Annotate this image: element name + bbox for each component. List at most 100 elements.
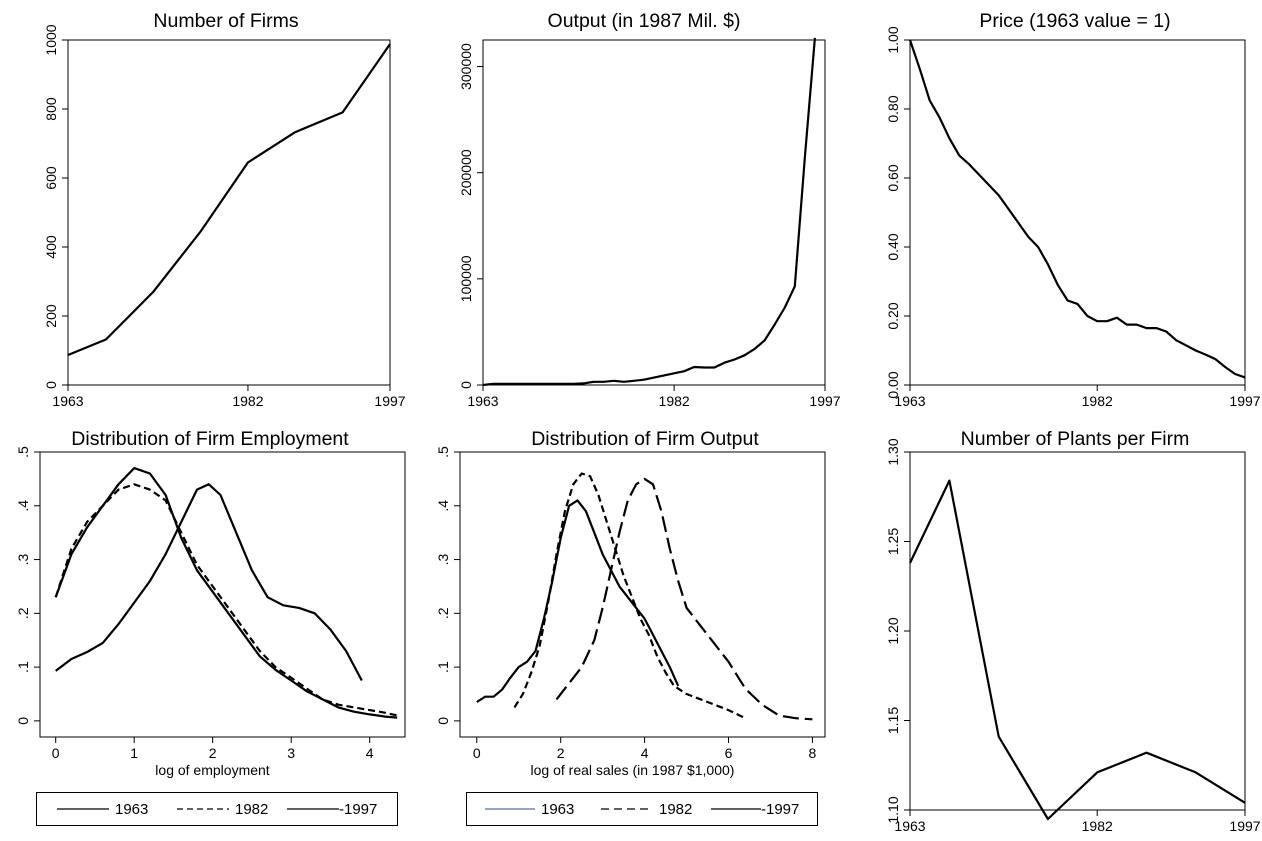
x-tick-label: 1963 [467, 393, 498, 409]
x-tick-label: 2 [557, 745, 565, 761]
chart-title-plants-per-firm: Number of Plants per Firm [960, 428, 1190, 450]
x-tick-label: 1982 [659, 393, 690, 409]
series-line-1997 [55, 483, 363, 682]
y-tick-label: 200 [43, 304, 59, 328]
y-tick-label: .2 [15, 607, 31, 619]
x-tick-label: 1963 [52, 393, 83, 409]
x-tick-label: 1963 [894, 393, 925, 409]
y-tick-label: 0 [458, 381, 474, 389]
y-tick-label: 0.00 [885, 371, 901, 398]
x-tick-label: 1982 [232, 393, 263, 409]
legend-label-1963: 1963 [541, 801, 574, 818]
y-tick-label: 400 [43, 235, 59, 259]
x-tick-label: 6 [725, 745, 733, 761]
x-tick-label: 1997 [809, 393, 840, 409]
legend-label-1982: 1982 [235, 801, 268, 818]
y-tick-label: .1 [15, 661, 31, 673]
y-tick-label: 200000 [458, 149, 474, 196]
plot-frame [482, 39, 826, 386]
chart-price: 0.00 0.20 0.40 0.60 0.80 1.00 1963 1982 1997 [885, 26, 1261, 409]
y-tick-label: 0 [43, 381, 59, 389]
y-tick-label: .4 [435, 500, 451, 512]
plot-frame [39, 451, 406, 738]
plot-frame [909, 451, 1246, 811]
plot-frame [909, 39, 1246, 386]
y-tick-label: 100000 [458, 255, 474, 302]
x-axis-label: log of real sales (in 1987 $1,000) [531, 762, 735, 778]
x-tick-label: 2 [209, 745, 217, 761]
legend-keys-output: 1963 1982 -1997 [485, 801, 799, 818]
chart-output: 0 100000 200000 300000 1963 1982 1997 [458, 37, 841, 409]
series-line-1997 [555, 477, 813, 721]
series-line [67, 43, 391, 357]
plot-frame [67, 39, 391, 386]
chart-title-number-of-firms: Number of Firms [153, 10, 299, 32]
legend-keys-employment: 1963 1982 -1997 [57, 801, 377, 818]
legend-output: 1963 1982 -1997 [466, 792, 818, 826]
x-tick-label: 1997 [1229, 393, 1260, 409]
x-tick-label: 1997 [374, 393, 405, 409]
y-tick-label: 1.20 [885, 617, 901, 644]
series-line-1982 [513, 472, 746, 720]
panel-output-distribution: Distribution of Firm Output 0.1.2.3.4.5 0… [420, 420, 840, 841]
x-tick-label: 1982 [1082, 393, 1113, 409]
panel-plants-per-firm: Number of Plants per Firm 1.10 1.15 1.20 1.… [840, 420, 1262, 841]
y-tick-label: 1.25 [885, 528, 901, 555]
y-tick-label: .4 [15, 500, 31, 512]
legend-label-1997: -1997 [339, 801, 377, 818]
y-tick-label: .5 [435, 446, 451, 458]
y-tick-label: 0.20 [885, 302, 901, 329]
panel-output: Output (in 1987 Mil. $) 0 100000 200000 300… [420, 0, 841, 415]
x-tick-label: 8 [809, 745, 817, 761]
y-tick-label: .5 [15, 446, 31, 458]
chart-title-output-distribution: Distribution of Firm Output [531, 428, 759, 450]
chart-number-of-firms: 0 200 400 600 800 1000 1963 1982 1997 [43, 24, 406, 409]
y-tick-label: 0 [15, 717, 31, 725]
y-tick-label: 1.10 [885, 796, 901, 823]
legend-label-1963: 1963 [115, 801, 148, 818]
x-tick-label: 4 [641, 745, 649, 761]
series-line-1982 [54, 483, 398, 717]
y-tick-label: .3 [435, 554, 451, 566]
chart-output-distribution: 0 .1 .2 .3 .4 .5 0 2 4 6 8 log of real sales (in 19… [435, 446, 826, 778]
y-tick-label: .3 [15, 554, 31, 566]
y-tick-label: 800 [43, 97, 59, 121]
panel-price: Price (1963 value = 1) 0.00 0.20 0.40 0.60 0… [840, 0, 1262, 415]
chart-title-output: Output (in 1987 Mil. $) [547, 10, 741, 32]
legend-employment: 1963 1982 -1997 [36, 792, 398, 826]
y-tick-label: 1.30 [885, 438, 901, 465]
x-tick-label: 3 [287, 745, 295, 761]
y-tick-label: 0.60 [885, 164, 901, 191]
y-tick-label: .1 [435, 661, 451, 673]
x-tick-label: 0 [473, 745, 481, 761]
x-tick-label: 1 [130, 745, 138, 761]
series-line [909, 479, 1246, 821]
x-tick-label: 0 [52, 745, 60, 761]
y-tick-label: 1000 [43, 24, 59, 55]
y-tick-label: 600 [43, 166, 59, 190]
legend-label-1982: 1982 [659, 801, 692, 818]
series-line [482, 37, 816, 387]
y-tick-label: 0.80 [885, 95, 901, 122]
x-tick-label: 1963 [894, 818, 925, 834]
panel-number-of-firms: Number of Firms 0 200 400 600 800 1000 1963 198… [0, 0, 420, 415]
x-tick-label: 1997 [1229, 818, 1260, 834]
x-tick-label: 1982 [1082, 818, 1113, 834]
chart-title-employment-distribution: Distribution of Firm Employment [71, 428, 349, 450]
panel-employment-distribution: Distribution of Firm Employment 0 .1 .2 .3.… [0, 420, 420, 841]
y-tick-label: 300000 [458, 43, 474, 90]
chart-title-price: Price (1963 value = 1) [979, 10, 1171, 32]
x-tick-label: 4 [366, 745, 374, 761]
y-tick-label: 0.40 [885, 233, 901, 260]
series-line-1963 [54, 466, 398, 719]
chart-plants-per-firm: 1.10 1.15 1.20 1.25 1.30 1963 1982 1997 [885, 438, 1261, 834]
x-axis-label: log of employment [155, 762, 270, 778]
y-tick-label: 1.15 [885, 707, 901, 734]
series-line [908, 39, 1246, 379]
plot-frame [459, 451, 826, 738]
y-tick-label: .2 [435, 607, 451, 619]
y-tick-label: 0 [435, 717, 451, 725]
series-line-1963 [476, 499, 680, 703]
legend-label-1997: -1997 [761, 801, 799, 818]
y-tick-label: 1.00 [885, 26, 901, 53]
